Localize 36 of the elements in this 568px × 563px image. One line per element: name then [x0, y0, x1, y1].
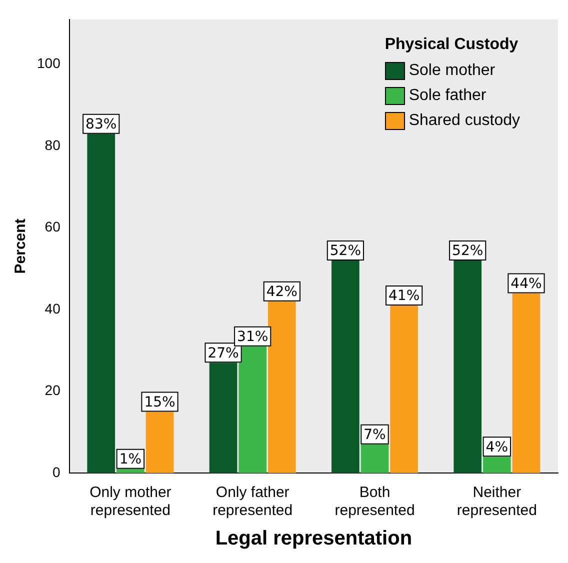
y-tick-label: 100	[37, 55, 61, 72]
bar	[512, 293, 540, 473]
y-tick-label: 40	[44, 300, 61, 316]
bar	[390, 305, 418, 473]
legend-label: Sole father	[408, 86, 486, 104]
legend-title: Physical Custody	[384, 36, 520, 54]
data-label: 27%	[208, 345, 239, 362]
data-label: 4%	[486, 439, 508, 456]
data-label: 52%	[452, 243, 484, 260]
bar	[332, 260, 360, 473]
data-label: 44%	[510, 276, 542, 292]
bar	[454, 260, 482, 473]
y-tick-label: 20	[44, 382, 61, 398]
x-tick-label: Neither represented	[456, 484, 537, 520]
x-tick-label: Both represented	[334, 484, 415, 520]
data-label: 1%	[119, 452, 142, 468]
data-label: 41%	[388, 288, 420, 304]
data-label: 52%	[330, 243, 362, 260]
y-tick-label: 0	[52, 464, 61, 480]
bar	[87, 134, 116, 473]
y-tick-label: 60	[44, 218, 61, 235]
x-tick-label: Only father represented	[212, 484, 293, 520]
bar	[146, 412, 174, 473]
data-label: 42%	[266, 284, 298, 300]
legend-label: Shared custody	[408, 112, 520, 130]
bar	[268, 301, 296, 473]
data-label: 31%	[237, 328, 268, 345]
data-label: 7%	[364, 427, 386, 444]
x-tick-label: Only mother represented	[90, 484, 172, 520]
y-tick-label: 80	[44, 136, 61, 153]
y-axis-title: Percent	[12, 218, 30, 274]
data-label: 83%	[86, 116, 117, 132]
legend-label: Sole mother	[408, 62, 496, 80]
bar	[116, 468, 144, 473]
x-axis-title: Legal representation	[215, 528, 412, 550]
data-label: 15%	[144, 394, 176, 410]
